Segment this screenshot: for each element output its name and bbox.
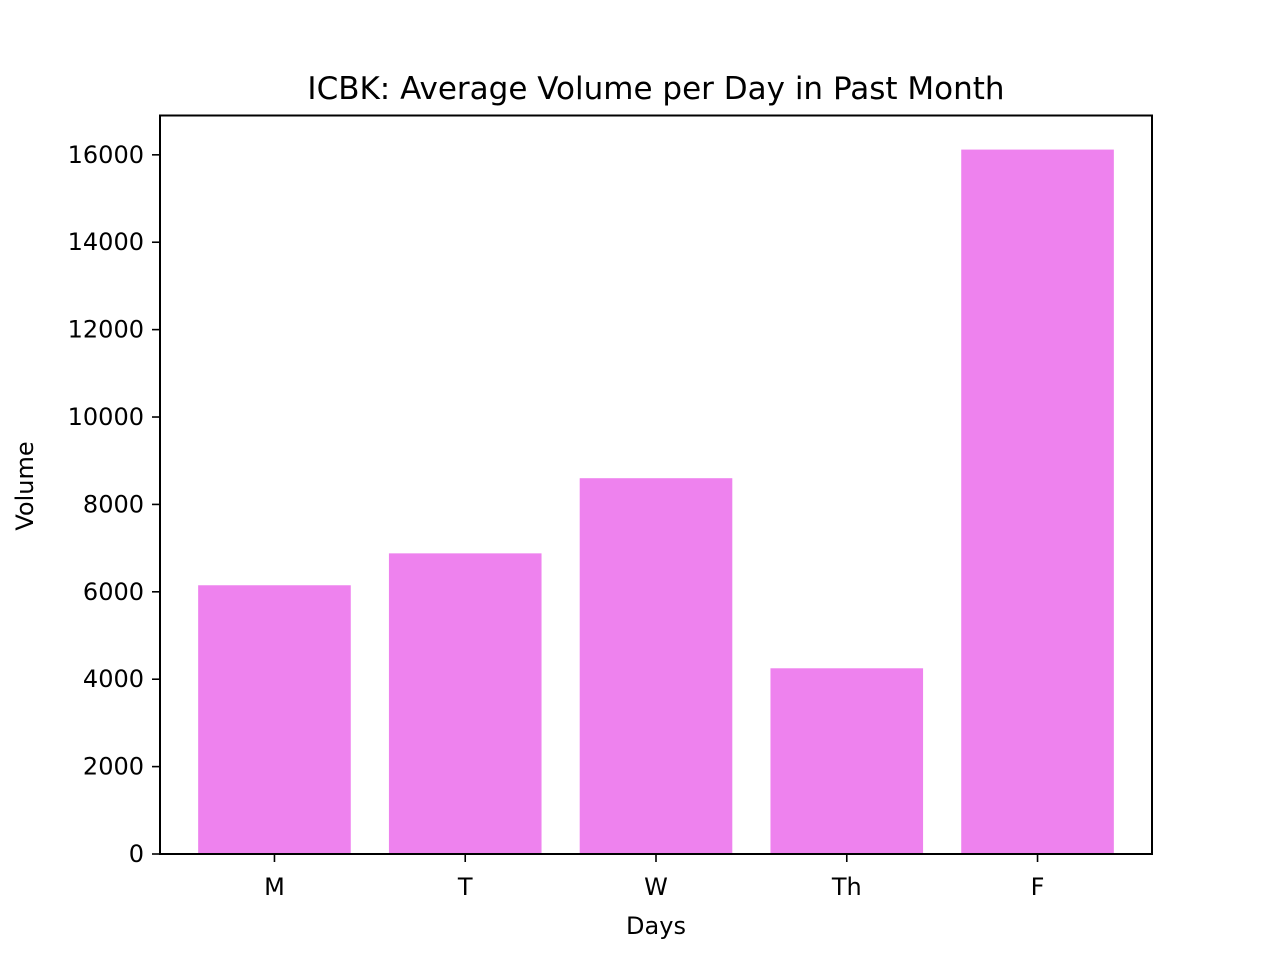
y-tick-label: 8000 [83, 490, 144, 518]
bar-m [198, 585, 351, 854]
y-tick-label: 10000 [68, 403, 144, 431]
x-tick-label: W [644, 873, 668, 901]
y-tick-label: 4000 [83, 665, 144, 693]
x-axis-label: Days [626, 912, 686, 940]
bar-w [579, 478, 733, 854]
y-tick-label: 14000 [68, 228, 144, 256]
bars-group [198, 149, 1114, 855]
y-axis-ticks: 0 2000 4000 6000 8000 10000 12000 14000 16000 [68, 141, 160, 868]
y-tick-label: 16000 [68, 141, 144, 169]
y-tick-label: 2000 [83, 753, 144, 781]
y-tick-label: 6000 [83, 578, 144, 606]
bar-t [388, 553, 542, 854]
x-axis-ticks: M T W Th F [264, 854, 1044, 901]
bar-th [770, 668, 924, 854]
y-axis-label: Volume [11, 441, 39, 530]
y-tick-label: 12000 [68, 316, 144, 344]
x-tick-label: T [457, 873, 473, 901]
y-tick-label: 0 [129, 840, 144, 868]
chart-title: ICBK: Average Volume per Day in Past Mon… [307, 71, 1004, 107]
plot-frame [159, 114, 1153, 855]
x-tick-label: Th [831, 873, 862, 901]
bar-f [961, 149, 1114, 855]
x-tick-label: F [1031, 873, 1045, 901]
x-tick-label: M [264, 873, 285, 901]
